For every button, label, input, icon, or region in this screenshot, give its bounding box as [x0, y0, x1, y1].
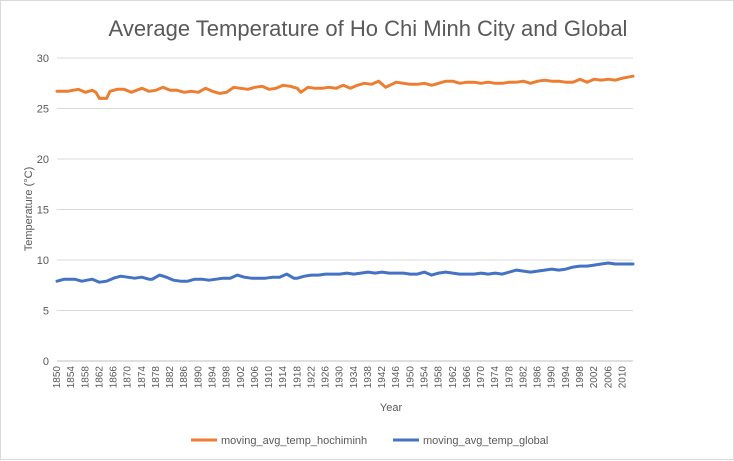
x-tick-label: 2010	[617, 366, 628, 389]
x-tick-label: 1898	[222, 366, 233, 389]
x-tick-label: 1922	[306, 366, 317, 389]
x-tick-label: 1870	[123, 366, 134, 389]
series-line-hochiminh	[55, 74, 635, 100]
x-tick-label: 1866	[109, 366, 120, 389]
x-tick-label: 1882	[165, 366, 176, 389]
x-tick-label: 1994	[561, 366, 572, 389]
x-tick-label: 1974	[490, 366, 501, 389]
x-tick-label: 1990	[547, 366, 558, 389]
x-tick-label: 1854	[66, 366, 77, 389]
y-tick-label: 15	[37, 205, 49, 217]
y-axis-ticks: 0 5 10 15 20 25 30	[37, 53, 49, 368]
x-tick-label: 2006	[603, 366, 614, 389]
x-tick-label: 1862	[94, 366, 105, 389]
series-line-global	[55, 261, 635, 284]
gridlines	[57, 57, 633, 311]
x-tick-label: 1850	[52, 366, 63, 389]
x-tick-label: 1910	[264, 366, 275, 389]
x-tick-label: 1954	[420, 366, 431, 389]
x-tick-label: 1962	[448, 366, 459, 389]
x-tick-label: 1926	[321, 366, 332, 389]
chart-title: Average Temperature of Ho Chi Minh City …	[109, 16, 628, 41]
x-tick-label: 1886	[179, 366, 190, 389]
x-tick-label: 1890	[193, 366, 204, 389]
x-tick-label: 1938	[363, 366, 374, 389]
x-tick-label: 1930	[335, 366, 346, 389]
x-tick-label: 1906	[250, 366, 261, 389]
y-tick-label: 20	[37, 154, 49, 166]
x-tick-label: 1858	[80, 366, 91, 389]
y-tick-label: 5	[43, 306, 49, 318]
series-lines	[55, 74, 635, 284]
x-tick-label: 1950	[405, 366, 416, 389]
legend-label-hochiminh: moving_avg_temp_hochiminh	[221, 435, 367, 447]
x-axis-title: Year	[380, 402, 403, 414]
x-tick-label: 1998	[575, 366, 586, 389]
x-tick-label: 1942	[377, 366, 388, 389]
x-tick-label: 1982	[518, 366, 529, 389]
x-tick-label: 1918	[292, 366, 303, 389]
y-tick-label: 0	[43, 356, 49, 368]
x-tick-label: 1958	[434, 366, 445, 389]
y-tick-label: 30	[37, 53, 49, 65]
x-tick-label: 1934	[349, 366, 360, 389]
x-axis-ticks: 1850 1854 1858 1862 1866 1870 1874 1878 1882 1886…	[52, 366, 628, 389]
y-axis-title: Temperature (°C)	[23, 167, 35, 251]
x-tick-label: 1946	[391, 366, 402, 389]
x-tick-label: 1966	[462, 366, 473, 389]
y-tick-label: 10	[37, 255, 49, 267]
x-tick-label: 1894	[207, 366, 218, 389]
x-tick-label: 1878	[151, 366, 162, 389]
x-tick-label: 1914	[278, 366, 289, 389]
legend-label-global: moving_avg_temp_global	[423, 435, 548, 447]
x-tick-label: 1902	[236, 366, 247, 389]
x-tick-label: 1874	[137, 366, 148, 389]
y-tick-label: 25	[37, 104, 49, 116]
x-tick-label: 2002	[589, 366, 600, 389]
x-tick-label: 1970	[476, 366, 487, 389]
legend: moving_avg_temp_hochiminh moving_avg_tem…	[191, 435, 548, 447]
x-tick-label: 1986	[533, 366, 544, 389]
x-tick-label: 1978	[504, 366, 515, 389]
